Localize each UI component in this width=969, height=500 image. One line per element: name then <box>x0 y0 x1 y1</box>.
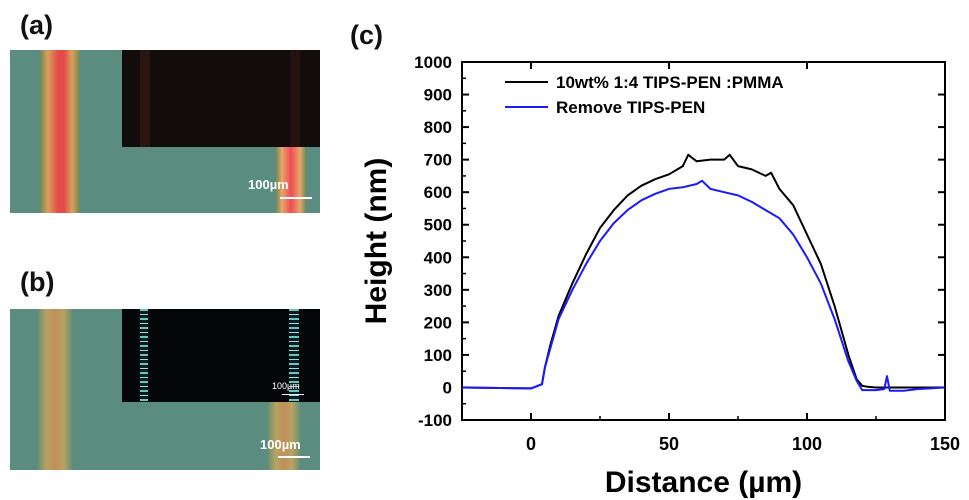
y-tick-label: 200 <box>424 313 452 332</box>
series-layer <box>461 153 946 392</box>
inset-scale-bar-b <box>282 394 304 395</box>
legend: 10wt% 1:4 TIPS-PEN :PMMA Remove TIPS-PEN <box>505 73 784 117</box>
y-tick-label: -100 <box>418 411 452 430</box>
y-tick-label: 400 <box>424 248 452 267</box>
scale-bar-b <box>278 456 310 458</box>
x-tick-label: 0 <box>526 434 536 454</box>
legend-label-1: Remove TIPS-PEN <box>556 98 705 117</box>
inset-b-speckle-left <box>140 309 148 402</box>
y-tick-label: 100 <box>424 346 452 365</box>
micrograph-b: 100µm 100µm <box>10 309 320 470</box>
x-tick-label: 100 <box>792 434 822 454</box>
series-line-blend <box>461 153 945 390</box>
scale-bar-a <box>280 197 312 199</box>
series-line-removed <box>461 179 946 392</box>
inset-b-speckle-right <box>289 309 299 402</box>
inset-scale-bar-label-b: 100µm <box>272 381 300 391</box>
inset-b-dark: 100µm <box>122 309 320 402</box>
stripe-b-left <box>38 309 72 470</box>
inset-a-faint-stripe-right <box>290 50 300 147</box>
panel-b-label: (b) <box>20 267 55 297</box>
inset-a-dark <box>122 50 320 147</box>
y-tick-label: 900 <box>424 86 452 105</box>
panel-c-label: (c) <box>350 20 383 50</box>
y-tick-label: 700 <box>424 151 452 170</box>
axes-layer: -100 0 100 200 300 400 500 600 700 800 900 1000 0 50 1… <box>360 53 960 499</box>
y-tick-label: 300 <box>424 281 452 300</box>
scale-bar-label-b: 100µm <box>260 437 301 452</box>
inset-a-faint-stripe <box>140 50 150 147</box>
y-tick-label: 600 <box>424 183 452 202</box>
y-tick-label: 500 <box>424 216 452 235</box>
stripe-a-right <box>276 147 306 213</box>
stripe-b-right <box>268 402 300 470</box>
x-tick-label: 150 <box>930 434 960 454</box>
micrograph-a: 100µm <box>10 50 320 213</box>
y-tick-label: 800 <box>424 118 452 137</box>
scale-bar-label-a: 100µm <box>248 177 289 192</box>
panel-a-label: (a) <box>20 10 53 40</box>
stripe-a-left <box>40 50 80 213</box>
y-axis-title: Height (nm) <box>360 158 393 325</box>
legend-label-0: 10wt% 1:4 TIPS-PEN :PMMA <box>556 73 784 92</box>
y-tick-label: 0 <box>443 378 452 397</box>
x-axis-title: Distance (µm) <box>605 466 802 499</box>
x-tick-label: 50 <box>659 434 679 454</box>
y-tick-label: 1000 <box>414 53 452 72</box>
